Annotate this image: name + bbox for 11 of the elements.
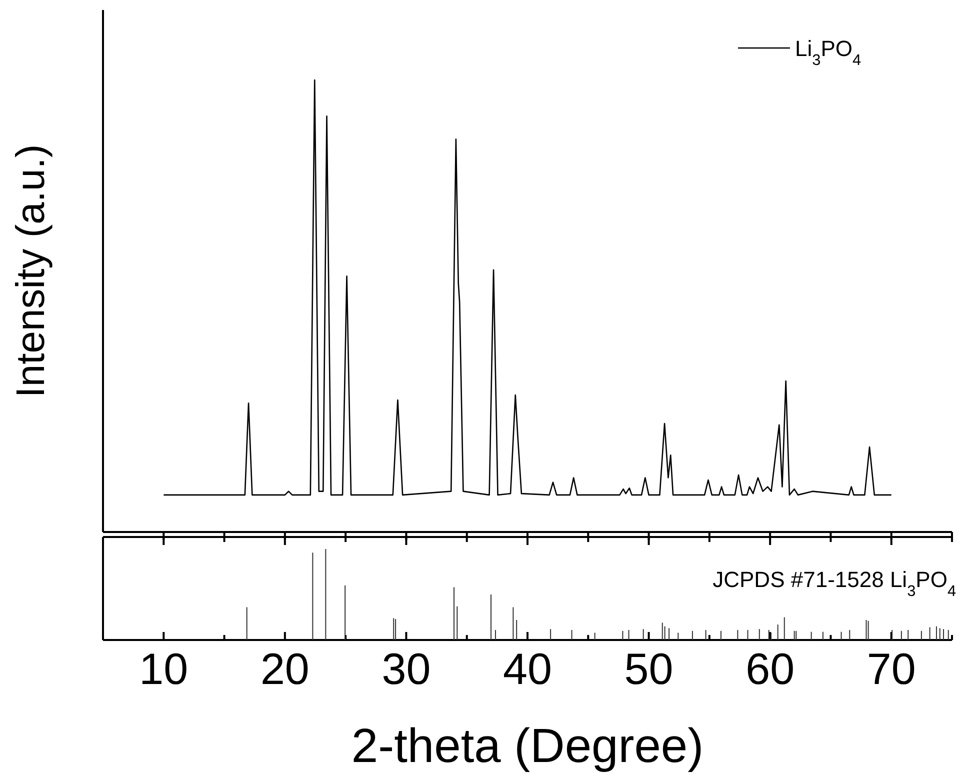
x-tick-label: 50 (624, 645, 674, 694)
x-tick-label: 30 (382, 645, 431, 694)
legend-label: Li$_{3}$PO$_{4}$ (795, 36, 862, 68)
x-tick-label: 40 (503, 645, 552, 694)
y-axis-title: Intensity (a.u.) (9, 144, 53, 398)
x-axis-title: 2-theta (Degree) (351, 720, 704, 773)
x-tick-label: 20 (260, 645, 310, 694)
x-tick-label: 60 (746, 645, 795, 694)
annotation: JCPDS #71-1528 Li$_{3}$PO$_{4}$ (712, 567, 956, 600)
x-tick-label: 10 (139, 645, 188, 694)
x-tick-label: 70 (866, 645, 916, 694)
